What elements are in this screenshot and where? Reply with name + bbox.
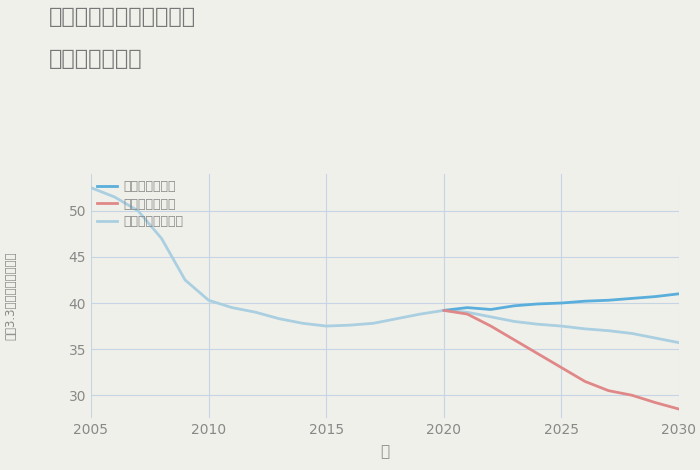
Text: 奈良県奈良市柳生下町の: 奈良県奈良市柳生下町の [49,7,196,27]
Text: 土地の価格推移: 土地の価格推移 [49,49,143,70]
X-axis label: 年: 年 [380,444,390,459]
Legend: グッドシナリオ, バッドシナリオ, ノーマルシナリオ: グッドシナリオ, バッドシナリオ, ノーマルシナリオ [97,180,183,228]
Text: 坪（3.3㎡）単価（万円）: 坪（3.3㎡）単価（万円） [4,252,17,340]
